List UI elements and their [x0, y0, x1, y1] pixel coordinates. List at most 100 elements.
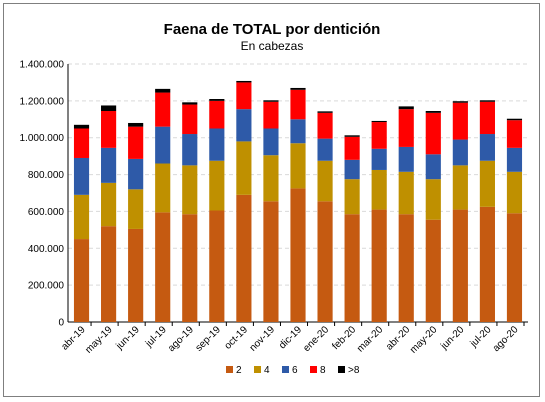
bar-segment-2 — [209, 160, 225, 211]
bar-segment-3 — [128, 158, 144, 190]
y-tick-label: 1.000.000 — [20, 133, 65, 144]
bar-segment-2 — [452, 165, 468, 210]
bar-segment-2 — [398, 171, 414, 215]
bar-segment-5 — [101, 105, 117, 111]
bar-segment-2 — [425, 179, 441, 220]
x-tick-label: jun-20 — [438, 324, 466, 352]
legend-label: 4 — [264, 365, 270, 376]
x-tick-label: may-20 — [408, 324, 440, 356]
bar-segment-1 — [263, 201, 279, 322]
bar-segment-5 — [290, 87, 306, 90]
bar-segment-4 — [317, 112, 333, 139]
bar-segment-5 — [263, 100, 279, 102]
bar-segment-5 — [425, 110, 441, 113]
bar-segment-1 — [236, 194, 252, 322]
bar-segment-4 — [128, 126, 144, 159]
bar-segment-4 — [398, 109, 414, 147]
bar-segment-1 — [398, 214, 414, 322]
bar-segment-1 — [182, 214, 198, 322]
bar-segment-2 — [73, 194, 90, 240]
bar-segment-4 — [371, 122, 387, 149]
bar-segment-1 — [317, 201, 333, 322]
legend-swatch — [282, 366, 289, 373]
bar-segment-5 — [73, 124, 90, 129]
bar-segment-1 — [506, 213, 523, 322]
bar-segment-2 — [344, 179, 360, 215]
bar-segment-4 — [182, 104, 198, 135]
y-tick-label: 0 — [58, 318, 64, 329]
chart-title: Faena de TOTAL por dentición — [164, 21, 381, 38]
bar-segment-2 — [479, 160, 495, 207]
bar-segment-2 — [155, 163, 171, 213]
bar-segment-3 — [263, 128, 279, 156]
legend-swatch — [338, 366, 345, 373]
bar-segment-5 — [182, 102, 198, 105]
bar-segment-4 — [506, 120, 523, 148]
bar-segment-3 — [344, 159, 360, 180]
bar-segment-5 — [371, 120, 387, 123]
bar-segment-4 — [290, 89, 306, 120]
bar-segment-5 — [479, 100, 495, 102]
legend: 2 4 6 8 >8 — [226, 365, 360, 376]
bar-segment-1 — [371, 209, 387, 322]
bar-segment-2 — [101, 182, 117, 227]
bar-segment-1 — [452, 209, 468, 322]
bar-segment-2 — [317, 160, 333, 202]
x-tick-label: sep-19 — [194, 324, 224, 354]
y-tick-label: 600.000 — [28, 207, 65, 218]
legend-swatch — [254, 366, 261, 373]
bar-segment-4 — [73, 128, 90, 158]
bar-segment-3 — [317, 138, 333, 161]
bar-segment-2 — [290, 143, 306, 189]
legend-swatch — [226, 366, 233, 373]
bar-segment-1 — [101, 226, 117, 322]
bar-segment-2 — [182, 165, 198, 215]
y-tick-label: 800.000 — [28, 170, 65, 181]
bar-segment-5 — [155, 88, 171, 93]
x-tick-label: feb-20 — [330, 324, 358, 352]
bar-segment-2 — [236, 141, 252, 195]
bar-segment-1 — [209, 210, 225, 322]
bar-segment-5 — [344, 135, 360, 137]
bar-segment-5 — [506, 118, 523, 121]
bar-segment-1 — [128, 228, 144, 322]
y-tick-label: 1.400.000 — [20, 60, 65, 71]
bar-segment-3 — [290, 119, 306, 144]
bar-segment-3 — [425, 154, 441, 180]
bar-segment-4 — [344, 136, 360, 160]
x-tick-label: mar-20 — [355, 324, 385, 354]
x-tick-label: jun-19 — [114, 324, 142, 352]
x-tick-label: may-19 — [83, 324, 115, 356]
x-tick-label: nov-19 — [248, 324, 278, 354]
bar-segment-5 — [317, 111, 333, 113]
y-tick-label: 400.000 — [28, 244, 65, 255]
bar-segment-3 — [101, 147, 117, 183]
bar-segment-5 — [236, 80, 252, 83]
legend-label: 2 — [236, 365, 242, 376]
legend-label: 6 — [292, 365, 298, 376]
bar-segment-4 — [479, 101, 495, 135]
bar-segment-1 — [344, 214, 360, 322]
x-tick-label: ago-19 — [166, 324, 196, 354]
bar-segment-3 — [155, 126, 171, 164]
x-tick-label: dic-19 — [277, 324, 304, 351]
bar-segment-5 — [209, 99, 225, 101]
y-tick-label: 200.000 — [28, 281, 65, 292]
bar-segment-4 — [263, 101, 279, 129]
legend-label: >8 — [348, 365, 360, 376]
bar-segment-4 — [209, 100, 225, 129]
bar-segment-3 — [398, 146, 414, 172]
bar-segment-2 — [371, 169, 387, 210]
bars — [73, 80, 523, 322]
x-tick-label: oct-19 — [223, 324, 251, 352]
bar-segment-4 — [236, 82, 252, 110]
bar-segment-2 — [506, 171, 523, 214]
bar-segment-3 — [182, 134, 198, 166]
bar-segment-1 — [290, 188, 306, 322]
bar-segment-3 — [452, 139, 468, 166]
bar-segment-3 — [209, 128, 225, 161]
bar-segment-1 — [479, 206, 495, 322]
y-tick-label: 1.200.000 — [20, 96, 65, 107]
bar-segment-5 — [128, 122, 144, 127]
